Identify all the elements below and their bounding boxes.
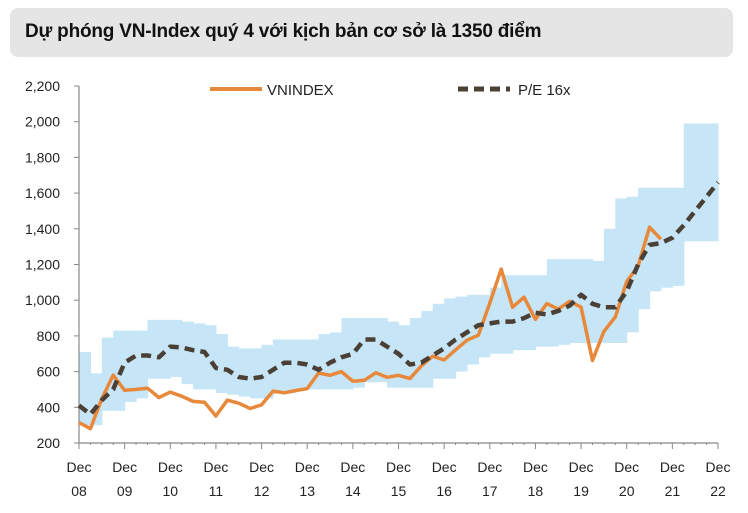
band-segment	[387, 321, 400, 388]
band-segment	[546, 259, 559, 347]
band-segment	[466, 294, 479, 365]
x-tick-label-month: Dec	[249, 459, 274, 475]
title-box: Dự phóng VN-Index quý 4 với kịch bản cơ …	[10, 8, 733, 57]
band-segment	[261, 344, 274, 399]
chart-title: Dự phóng VN-Index quý 4 với kịch bản cơ …	[25, 21, 542, 42]
band-segment	[569, 259, 582, 344]
band-segment	[683, 123, 696, 242]
legend-vnindex-label: VNINDEX	[267, 82, 334, 99]
band-segment	[181, 321, 194, 385]
band-segment	[272, 339, 285, 394]
band-segment	[79, 351, 92, 426]
band-segment	[421, 310, 434, 388]
x-tick-label-month: Dec	[158, 459, 183, 475]
band-segment	[158, 319, 171, 379]
band-segment	[227, 346, 240, 395]
x-tick-label-year: 12	[254, 483, 270, 499]
x-tick-label-month: Dec	[203, 459, 228, 475]
x-tick-label-month: Dec	[432, 459, 457, 475]
valuation-band	[79, 123, 719, 426]
y-tick-label: 1,800	[25, 149, 60, 165]
y-tick-label: 1,000	[25, 292, 60, 308]
x-tick-label-month: Dec	[67, 459, 92, 475]
band-segment	[193, 323, 206, 390]
band-segment	[603, 228, 616, 344]
x-tick-label-month: Dec	[386, 459, 411, 475]
x-tick-label-year: 22	[710, 483, 726, 499]
y-tick-label: 1,600	[25, 185, 60, 201]
x-tick-label-month: Dec	[569, 459, 594, 475]
band-segment	[398, 325, 411, 388]
band-segment	[592, 260, 605, 344]
band-segment	[660, 187, 673, 288]
x-tick-label-year: 14	[345, 483, 361, 499]
band-segment	[524, 275, 537, 351]
band-segment	[649, 187, 662, 292]
band-segment	[136, 330, 149, 399]
x-tick-label-year: 09	[117, 483, 133, 499]
band-segment	[352, 318, 365, 388]
band-segment	[558, 259, 571, 345]
y-tick-label: 1,200	[25, 257, 60, 273]
y-tick-label: 200	[37, 435, 61, 451]
x-tick-label-year: 08	[71, 483, 87, 499]
y-tick-label: 2,200	[25, 78, 60, 94]
x-tick-label-year: 13	[299, 483, 315, 499]
x-tick-label-year: 16	[436, 483, 452, 499]
band-segment	[215, 334, 228, 394]
x-tick-label-year: 21	[665, 483, 681, 499]
y-tick-label: 400	[37, 399, 61, 415]
x-tick-label-month: Dec	[340, 459, 365, 475]
x-tick-label-year: 15	[391, 483, 407, 499]
band-segment	[284, 339, 297, 394]
band-segment	[204, 325, 217, 390]
x-tick-label-month: Dec	[112, 459, 137, 475]
x-tick-label-month: Dec	[523, 459, 548, 475]
x-tick-label-year: 19	[573, 483, 589, 499]
y-tick-label: 2,000	[25, 114, 60, 130]
band-segment	[124, 330, 137, 402]
x-tick-label-month: Dec	[614, 459, 639, 475]
x-tick-label-month: Dec	[660, 459, 685, 475]
axes: 200 400 600 800 1,000 1,200 1,400 1,600 1,800 2,0…	[25, 78, 731, 499]
x-tick-label-year: 17	[482, 483, 498, 499]
band-segment	[626, 196, 639, 333]
band-segment	[706, 123, 719, 242]
y-tick-label: 600	[37, 364, 61, 380]
band-segment	[615, 198, 628, 344]
band-segment	[695, 123, 708, 242]
x-tick-label-month: Dec	[706, 459, 731, 475]
x-tick-label-year: 11	[209, 483, 224, 499]
band-segment	[375, 318, 388, 383]
y-tick-label: 800	[37, 328, 61, 344]
band-segment	[238, 348, 251, 397]
series-lines	[77, 180, 720, 431]
vnindex-line	[78, 225, 663, 431]
legend-pe-label: P/E 16x	[518, 82, 571, 99]
x-tick-label-month: Dec	[477, 459, 502, 475]
legend: VNINDEX P/E 16x	[210, 82, 571, 99]
y-tick-label: 1,400	[25, 221, 60, 237]
x-tick-label-year: 10	[162, 483, 178, 499]
band-segment	[250, 348, 263, 399]
x-tick-label-month: Dec	[295, 459, 320, 475]
x-tick-label-year: 18	[528, 483, 544, 499]
band-segment	[512, 275, 525, 351]
band-segment	[147, 319, 160, 379]
x-tick-label-year: 20	[619, 483, 635, 499]
band-segment	[672, 187, 685, 286]
band-segment	[364, 318, 377, 383]
band-segment	[432, 303, 445, 379]
